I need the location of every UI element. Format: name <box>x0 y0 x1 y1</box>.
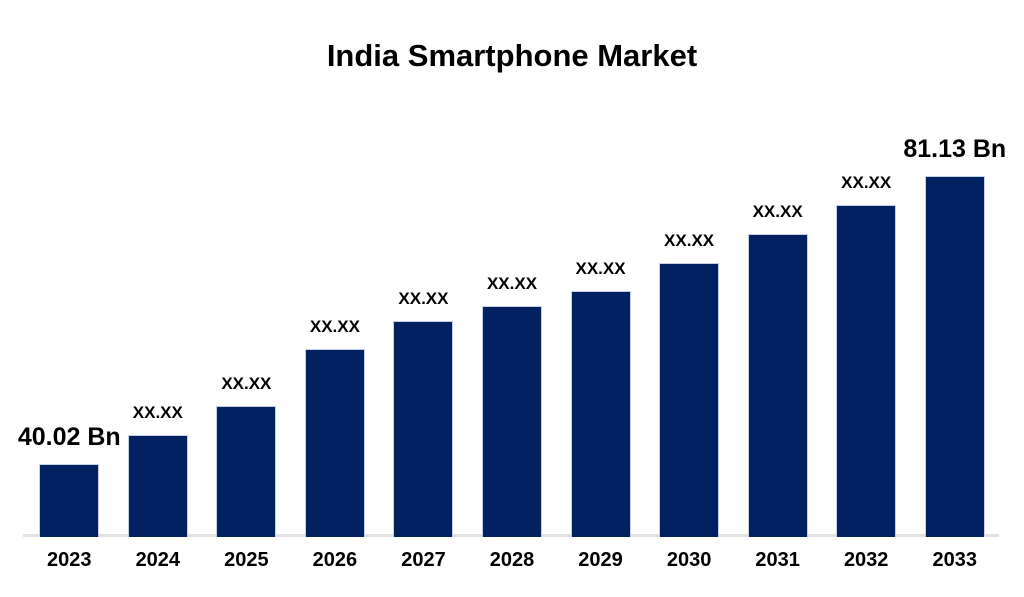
bar-column-2032: XX.XX <box>822 173 911 537</box>
bar-2029 <box>570 291 631 537</box>
bar-column-2028: XX.XX <box>468 274 557 537</box>
bar-2030 <box>659 263 720 537</box>
bar-value-label-2026: XX.XX <box>309 317 360 336</box>
x-axis-label-2025: 2025 <box>224 549 269 571</box>
plot-area: 40.02 Bn XX.XX XX.XX XX.XX XX.XX XX.XX XX.XX XX… <box>18 0 1006 537</box>
bar-column-2031: XX.XX <box>733 202 822 537</box>
bar-value-label-2023: 40.02 Bn <box>17 423 121 451</box>
x-axis-labels: 2023 2024 2025 2026 2027 2028 2029 2030 2031 2032… <box>25 549 999 572</box>
bar-2026 <box>304 349 365 537</box>
bar-2023 <box>39 464 100 537</box>
bar-2025 <box>216 406 277 537</box>
bar-value-label-2027: XX.XX <box>398 289 449 308</box>
x-axis-label-2030: 2030 <box>666 549 712 571</box>
x-axis-label-2023: 2023 <box>47 549 92 571</box>
bar-2033 <box>924 176 985 537</box>
bar-2024 <box>127 435 188 537</box>
chart-title: India Smartphone Market <box>326 38 698 73</box>
x-axis-label-2029: 2029 <box>578 549 623 571</box>
x-axis-label-2032: 2032 <box>843 549 889 571</box>
x-axis-label-2031: 2031 <box>755 549 800 571</box>
bar-value-label-2031: XX.XX <box>752 202 803 221</box>
x-axis-label-2028: 2028 <box>489 549 535 571</box>
bar-value-label-2024: XX.XX <box>132 403 183 422</box>
bar-column-2033: 81.13 Bn <box>903 135 1006 537</box>
bar-2032 <box>836 205 897 537</box>
bar-column-2025: XX.XX <box>202 374 291 537</box>
bar-value-label-2030: XX.XX <box>664 231 715 250</box>
bar-value-label-2029: XX.XX <box>575 259 626 278</box>
x-axis-label-2027: 2027 <box>401 549 446 571</box>
bar-value-label-2028: XX.XX <box>486 274 538 293</box>
bar-column-2024: XX.XX <box>114 403 203 537</box>
bar-2028 <box>482 306 542 537</box>
x-axis-label-2026: 2026 <box>312 549 358 571</box>
bar-value-label-2033: 81.13 Bn <box>903 135 1007 163</box>
x-axis-label-2033: 2033 <box>932 549 977 571</box>
bar-column-2030: XX.XX <box>645 231 734 537</box>
bar-column-2023: 40.02 Bn <box>18 423 121 537</box>
bar-2027 <box>393 321 454 537</box>
x-axis-label-2024: 2024 <box>135 549 181 571</box>
bar-column-2027: XX.XX <box>379 289 468 537</box>
bar-value-label-2032: XX.XX <box>841 173 892 192</box>
bar-value-label-2025: XX.XX <box>221 374 272 393</box>
bar-2031 <box>747 234 808 537</box>
bar-column-2026: XX.XX <box>291 317 380 537</box>
bar-column-2029: XX.XX <box>556 259 645 537</box>
